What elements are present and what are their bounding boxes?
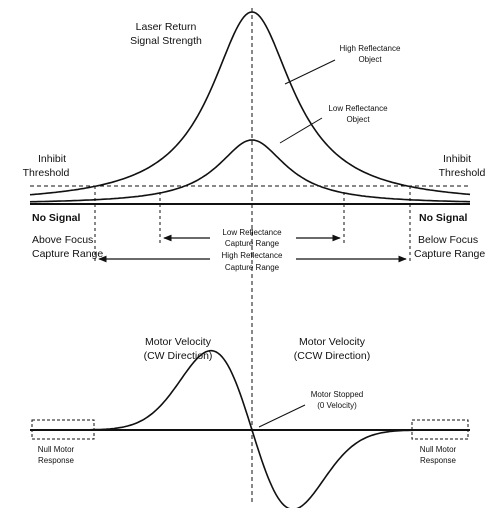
- high-capture-label-line1: High Reflectance: [222, 251, 283, 260]
- below-focus-label-line1: Below Focus: [418, 234, 478, 246]
- null-response-right-label-line2: Response: [420, 456, 457, 465]
- high-reflectance-leader: [284, 59, 336, 85]
- high-reflectance-label-line1: High Reflectance: [340, 44, 401, 53]
- above-focus-label-line1: Above Focus: [32, 234, 93, 246]
- motor-cw-label-line1: Motor Velocity: [145, 336, 212, 348]
- high-capture-label-line2: Capture Range: [225, 263, 280, 272]
- motor-stopped-label-line1: Motor Stopped: [311, 390, 363, 399]
- high-reflectance-curve: [29, 11, 471, 196]
- low-capture-label-line2: Capture Range: [225, 239, 280, 248]
- high-reflectance-label-line2: Object: [358, 55, 382, 64]
- inhibit-threshold-right-line1: Inhibit: [443, 153, 471, 165]
- motor-velocity-curve: [32, 349, 468, 508]
- inhibit-threshold-right-line2: Threshold: [439, 167, 486, 179]
- null-response-right-label-line1: Null Motor: [420, 445, 457, 454]
- low-reflectance-curve: [29, 139, 470, 203]
- null-response-left-box: [31, 419, 95, 440]
- low-reflectance-label-line2: Object: [346, 115, 370, 124]
- laser-return-label-line1: Laser Return: [136, 21, 197, 33]
- motor-stopped-label-line2: (0 Velocity): [317, 401, 357, 410]
- inhibit-threshold-left-line2: Threshold: [23, 167, 70, 179]
- low-capture-label-line1: Low Reflectance: [222, 228, 282, 237]
- null-response-left-label-line2: Response: [38, 456, 75, 465]
- low-reflectance-leader: [279, 117, 323, 144]
- low-reflectance-label-line1: Low Reflectance: [328, 104, 388, 113]
- motor-ccw-label-line2: (CCW Direction): [294, 350, 370, 362]
- above-focus-label-line2: Capture Range: [32, 248, 103, 260]
- motor-stopped-leader: [258, 404, 306, 428]
- null-response-left-label-line1: Null Motor: [38, 445, 75, 454]
- inhibit-threshold-left-line1: Inhibit: [38, 153, 66, 165]
- motor-ccw-label-line1: Motor Velocity: [299, 336, 366, 348]
- null-response-right-box: [411, 419, 469, 440]
- no-signal-left-label: No Signal: [32, 212, 81, 224]
- no-signal-right-label: No Signal: [419, 212, 468, 224]
- motor-cw-label-line2: (CW Direction): [144, 350, 213, 362]
- below-focus-label-line2: Capture Range: [414, 248, 485, 260]
- laser-return-label-line2: Signal Strength: [130, 35, 202, 47]
